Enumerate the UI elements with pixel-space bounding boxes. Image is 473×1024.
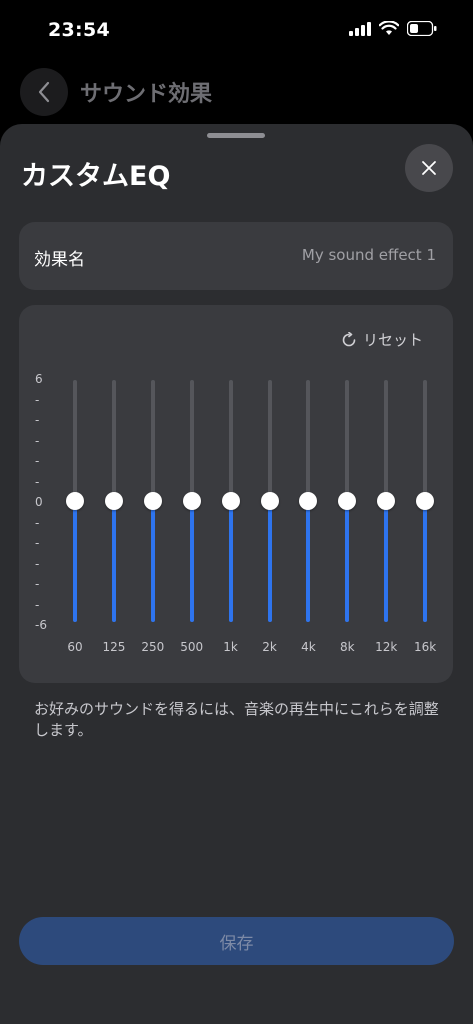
battery-icon <box>407 21 437 36</box>
freq-label: 2k <box>262 640 277 654</box>
freq-label: 8k <box>340 640 355 654</box>
close-button[interactable] <box>405 144 453 192</box>
custom-eq-sheet: カスタムEQ 効果名 My sound effect 1 リセット 6 - - - - -… <box>0 124 473 1024</box>
scale-label: - <box>35 392 40 407</box>
slider-knob[interactable] <box>299 492 318 510</box>
freq-label: 250 <box>141 640 165 654</box>
scale-label: - <box>35 454 40 468</box>
wifi-icon <box>379 21 399 35</box>
freq-label: 60 <box>67 640 83 654</box>
scale-label: - <box>35 556 40 571</box>
slider-knob[interactable] <box>104 492 123 510</box>
eq-sliders: 60 125 250 500 1k 2k 4k 8k 12k 16k <box>19 305 453 683</box>
eq-slider-4k[interactable]: 4k <box>293 380 323 654</box>
status-icons <box>349 21 437 36</box>
scale-label: 6 <box>35 372 43 386</box>
scale-label: - <box>35 433 40 448</box>
scale-label: - <box>35 474 40 489</box>
eq-slider-125[interactable]: 125 <box>99 380 129 654</box>
eq-slider-2k[interactable]: 2k <box>255 380 285 654</box>
page-title: サウンド効果 <box>80 82 213 107</box>
status-bar: 23:54 <box>0 0 473 60</box>
slider-knob[interactable] <box>221 492 240 510</box>
freq-label: 500 <box>180 640 204 654</box>
slider-fill <box>189 501 194 622</box>
freq-label: 4k <box>301 640 316 654</box>
eq-slider-8k[interactable]: 8k <box>332 380 362 654</box>
eq-slider-60[interactable]: 60 <box>60 380 90 654</box>
close-icon <box>422 161 436 175</box>
slider-fill <box>345 501 350 622</box>
hint-text: お好みのサウンドを得るには、音楽の再生中にこれらを調整します。 <box>34 700 439 739</box>
slider-fill <box>73 501 77 622</box>
slider-fill <box>423 501 428 622</box>
eq-slider-250[interactable]: 250 <box>138 380 168 654</box>
reset-label: リセット <box>362 331 423 349</box>
eq-card: リセット 6 - - - - - 0 - - - - - -6 60 125 250 500 1k 2k 4k 8k 1… <box>19 305 453 683</box>
scale-label: - <box>35 515 40 530</box>
effect-name-row[interactable]: 効果名 My sound effect 1 <box>19 222 453 290</box>
save-button[interactable]: 保存 <box>19 917 454 965</box>
back-button[interactable] <box>20 68 68 116</box>
status-time: 23:54 <box>48 19 110 41</box>
scale-label: 0 <box>35 495 43 509</box>
slider-knob[interactable] <box>66 492 84 510</box>
scale-label: - <box>35 413 40 427</box>
chevron-left-icon <box>38 81 50 103</box>
freq-label: 12k <box>375 640 398 654</box>
slider-knob[interactable] <box>416 492 435 510</box>
gain-scale: 6 - - - - - 0 - - - - - -6 <box>35 372 55 631</box>
slider-knob[interactable] <box>143 492 162 510</box>
scale-label: - <box>35 577 40 591</box>
freq-label: 1k <box>223 640 238 654</box>
reset-icon <box>342 331 356 346</box>
slider-fill <box>384 501 389 622</box>
eq-slider-12k[interactable]: 12k <box>371 380 401 654</box>
sheet-grabber[interactable] <box>207 133 265 138</box>
eq-slider-16k[interactable]: 16k <box>410 380 440 654</box>
sheet-title: カスタムEQ <box>21 161 171 192</box>
slider-fill <box>111 501 116 622</box>
eq-slider-1k[interactable]: 1k <box>216 380 246 654</box>
freq-label: 16k <box>413 640 437 654</box>
slider-knob[interactable] <box>338 492 357 510</box>
scale-label: -6 <box>35 618 47 632</box>
effect-name-value: My sound effect 1 <box>301 246 436 264</box>
effect-name-label: 効果名 <box>34 250 85 270</box>
slider-knob[interactable] <box>182 492 201 510</box>
slider-fill <box>267 501 272 622</box>
slider-fill <box>150 501 155 622</box>
slider-knob[interactable] <box>377 492 396 510</box>
scale-label: - <box>35 597 40 612</box>
eq-slider-500[interactable]: 500 <box>177 380 207 654</box>
freq-label: 125 <box>102 640 126 654</box>
slider-knob[interactable] <box>260 492 279 510</box>
slider-fill <box>228 501 233 622</box>
slider-fill <box>306 501 311 622</box>
scale-label: - <box>35 536 40 550</box>
signal-icon <box>349 21 371 36</box>
reset-button[interactable]: リセット <box>341 329 423 350</box>
